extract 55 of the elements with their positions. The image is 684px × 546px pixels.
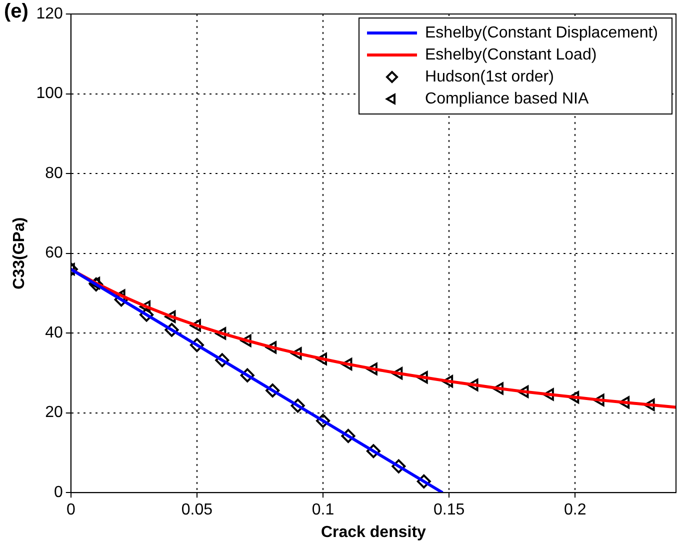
point [644,398,655,412]
point [240,334,252,347]
x-tick-label: 0.15 [434,502,465,519]
point [341,428,356,443]
y-tick-label: 60 [45,244,63,262]
point [215,353,230,368]
point [114,292,128,307]
legend-label: Hudson(1st order) [425,68,554,86]
y-tick-label: 100 [36,85,63,102]
point [190,338,204,352]
y-tick-label: 40 [45,324,63,342]
y-tick-label: 20 [45,404,63,422]
point [542,388,554,401]
point [164,322,179,337]
point [215,327,226,340]
point [266,341,277,354]
point [316,414,330,428]
point [593,394,604,406]
point [341,358,352,370]
y-tick-label: 80 [45,164,63,182]
y-tick-label: 0 [54,484,63,502]
point [290,398,305,413]
point [416,371,428,384]
point [266,384,280,398]
point [467,378,478,392]
point [140,308,154,322]
point [89,277,104,292]
point [140,300,151,313]
point [442,375,454,388]
x-tick-label: 0.05 [181,502,213,519]
x-tick-label: 0.2 [564,502,586,519]
point [89,277,100,290]
point [492,382,504,395]
point [240,368,254,382]
x-axis-title: Crack density [320,524,426,541]
legend-label: Eshelby(Constant Displacement) [425,24,658,42]
point [190,319,201,332]
point [518,386,529,398]
point [290,347,302,360]
legend-label: Compliance based NIA [425,90,589,108]
point [568,391,580,404]
x-tick-label: 0.1 [312,502,334,519]
point [392,367,403,380]
point [164,310,176,323]
y-axis-title: C33(GPa) [11,217,28,290]
point [392,459,406,474]
legend-label: Eshelby(Constant Load) [425,46,597,64]
y-tick-label: 120 [36,5,63,22]
point [366,362,378,376]
point [316,352,328,366]
x-tick-label: 0 [66,502,76,519]
point [618,396,630,409]
text: (e) [4,0,28,23]
point [416,474,431,488]
point [366,444,380,458]
